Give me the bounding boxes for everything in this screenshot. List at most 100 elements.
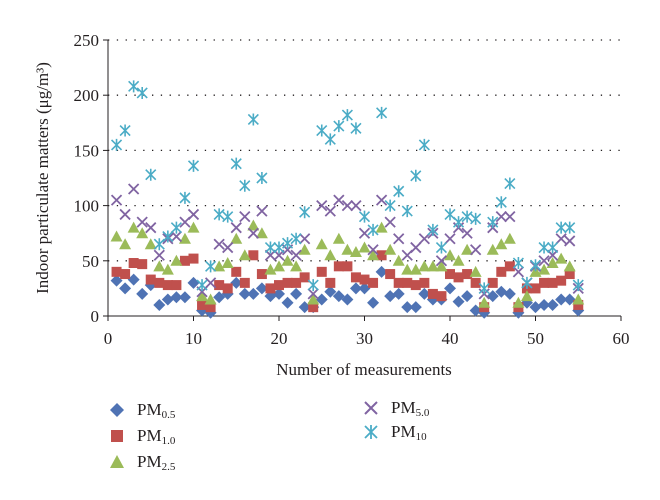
x-marker-icon bbox=[364, 401, 378, 415]
data-point bbox=[538, 241, 550, 254]
data-point bbox=[529, 301, 542, 314]
data-point bbox=[503, 287, 516, 300]
data-point bbox=[333, 261, 344, 272]
data-point bbox=[204, 277, 217, 289]
data-point bbox=[325, 277, 336, 288]
data-point bbox=[170, 254, 183, 266]
data-point bbox=[324, 249, 337, 261]
triangle-marker-icon bbox=[110, 455, 124, 468]
y-tick-label: 200 bbox=[74, 86, 100, 105]
data-point bbox=[119, 282, 132, 295]
x-tick-label: 60 bbox=[613, 329, 630, 348]
data-point bbox=[162, 280, 173, 291]
data-point bbox=[230, 232, 243, 244]
data-point bbox=[128, 80, 140, 93]
data-point bbox=[307, 279, 319, 292]
data-point bbox=[145, 222, 157, 234]
data-point bbox=[461, 210, 473, 223]
data-point bbox=[359, 274, 370, 285]
data-point bbox=[178, 232, 191, 244]
data-point bbox=[136, 287, 149, 300]
data-point bbox=[290, 249, 302, 261]
data-point bbox=[504, 211, 516, 223]
data-point bbox=[248, 250, 259, 261]
asterisk-marker-icon bbox=[364, 425, 378, 439]
data-point bbox=[572, 279, 584, 292]
data-point bbox=[188, 253, 199, 264]
data-point bbox=[496, 266, 507, 277]
series-PM10 bbox=[110, 80, 584, 295]
data-point bbox=[529, 259, 542, 272]
data-point bbox=[401, 205, 413, 218]
data-point bbox=[110, 194, 123, 206]
legend-label: PM10 bbox=[391, 421, 427, 443]
data-point bbox=[264, 241, 277, 254]
data-point bbox=[110, 274, 123, 287]
data-point bbox=[273, 287, 285, 300]
data-point bbox=[119, 238, 132, 250]
data-point bbox=[256, 269, 267, 280]
legend-label: PM0.5 bbox=[137, 399, 176, 421]
data-point bbox=[385, 269, 396, 280]
data-point bbox=[427, 223, 439, 236]
data-point bbox=[367, 244, 379, 256]
data-point bbox=[444, 233, 456, 245]
data-point bbox=[128, 183, 140, 195]
x-tick-label: 50 bbox=[527, 329, 544, 348]
data-point bbox=[222, 241, 234, 254]
data-point bbox=[341, 293, 354, 306]
series-PM25 bbox=[110, 219, 585, 308]
data-point bbox=[282, 277, 293, 288]
data-point bbox=[179, 191, 191, 204]
data-point bbox=[255, 227, 268, 239]
data-point bbox=[290, 260, 303, 272]
data-point bbox=[153, 249, 165, 261]
data-point bbox=[512, 296, 525, 308]
data-point bbox=[547, 277, 558, 288]
y-tick-labels: 0 50 100 150 200 250 bbox=[74, 31, 108, 326]
data-point bbox=[538, 298, 551, 311]
data-point bbox=[384, 243, 397, 255]
data-point bbox=[120, 269, 131, 280]
data-point bbox=[555, 293, 568, 306]
data-point bbox=[273, 241, 285, 254]
data-point bbox=[281, 254, 294, 266]
data-point bbox=[410, 241, 422, 254]
data-point bbox=[187, 221, 200, 233]
data-point bbox=[247, 113, 259, 126]
data-point bbox=[376, 250, 387, 261]
data-point bbox=[419, 277, 430, 288]
data-point bbox=[452, 254, 465, 266]
data-point bbox=[367, 249, 380, 261]
data-point bbox=[119, 208, 131, 221]
data-point bbox=[555, 252, 568, 264]
data-point bbox=[145, 274, 156, 285]
data-point bbox=[170, 291, 183, 304]
data-point bbox=[520, 290, 533, 302]
data-point bbox=[393, 233, 405, 245]
data-point bbox=[170, 230, 183, 243]
x-tick-label: 30 bbox=[356, 329, 373, 348]
data-point bbox=[281, 237, 294, 250]
data-point bbox=[127, 221, 140, 233]
x-tick-label: 40 bbox=[442, 329, 459, 348]
data-point bbox=[299, 233, 311, 245]
y-tick-label: 50 bbox=[82, 252, 99, 271]
data-point bbox=[308, 302, 319, 313]
data-point bbox=[324, 205, 336, 217]
data-point bbox=[393, 277, 404, 288]
data-point bbox=[503, 232, 516, 244]
data-point bbox=[231, 266, 242, 277]
data-point bbox=[452, 295, 465, 308]
data-point bbox=[239, 277, 250, 288]
data-point bbox=[538, 255, 550, 267]
data-point bbox=[197, 299, 208, 310]
x-tick-label: 10 bbox=[185, 329, 202, 348]
data-point bbox=[563, 260, 576, 272]
data-point bbox=[298, 243, 311, 255]
x-tick-label: 0 bbox=[104, 329, 113, 348]
y-tick-label: 0 bbox=[91, 307, 100, 326]
data-point bbox=[358, 241, 371, 253]
diamond-marker-icon bbox=[110, 403, 124, 417]
